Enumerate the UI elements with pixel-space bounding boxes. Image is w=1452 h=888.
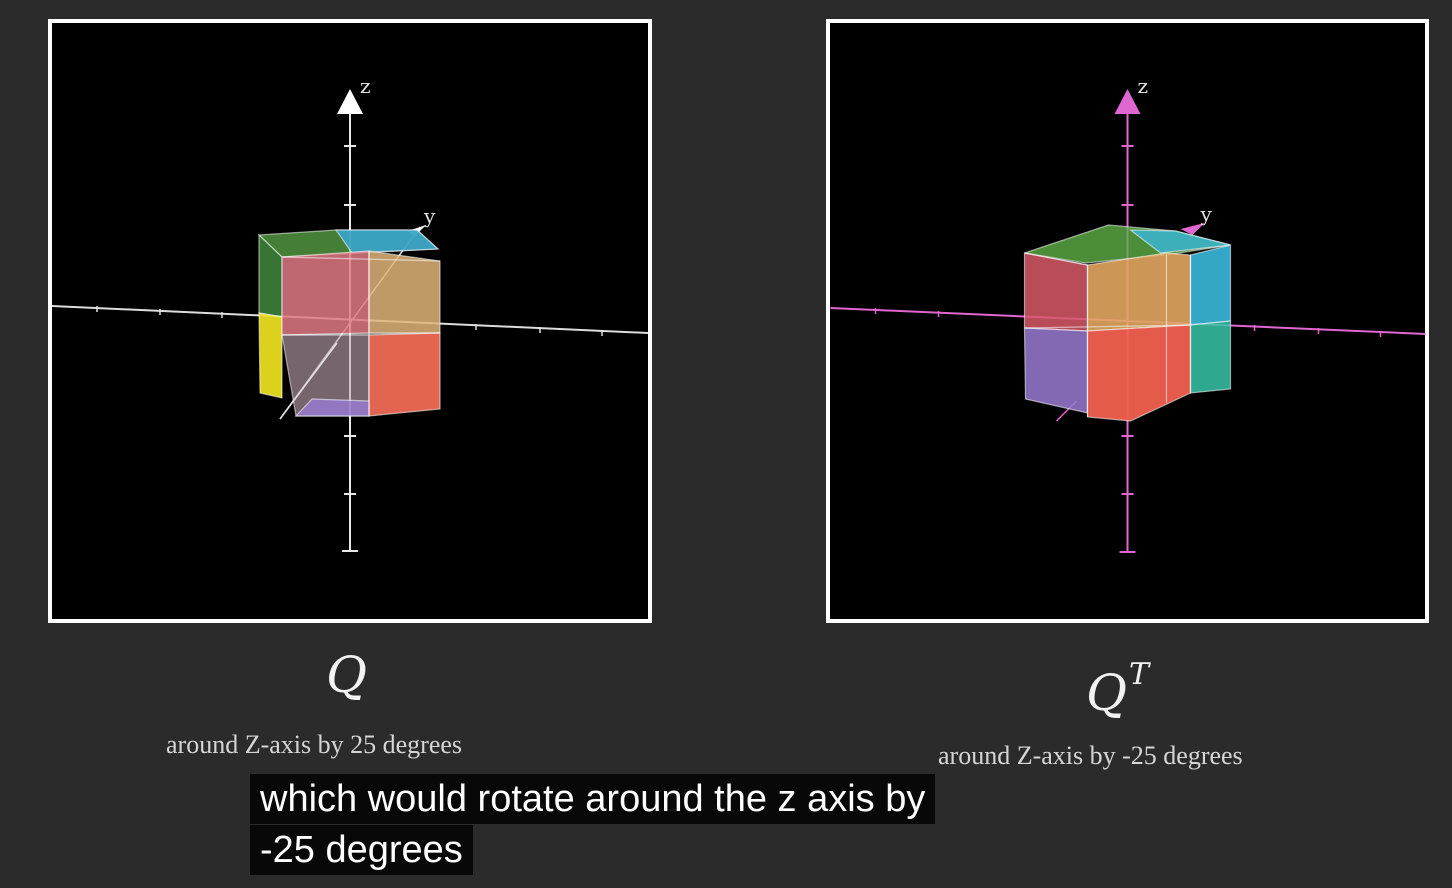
left-caption: around Z-axis by 25 degrees: [166, 730, 463, 759]
z-axis-arrow-icon: [1114, 89, 1141, 114]
z-axis-label: z: [1138, 74, 1149, 98]
subtitle-line-2: -25 degrees: [250, 825, 473, 875]
x-axis-ticks: [874, 308, 1382, 337]
video-subtitles: which would rotate around the z axis by …: [250, 774, 936, 876]
z-axis-ticks: [1119, 145, 1136, 553]
left-math-label: Q: [326, 650, 367, 700]
left-3d-scene: z y: [52, 74, 648, 552]
rubiks-cube: [257, 229, 441, 417]
right-math-symbol: Q: [1086, 664, 1127, 722]
subtitle-line-1: which would rotate around the z axis by: [250, 774, 936, 824]
y-axis-arrow-icon: [1180, 223, 1205, 235]
rubiks-cube: [1023, 224, 1232, 422]
z-axis-label: z: [360, 74, 371, 98]
z-axis-arrow-icon: [337, 89, 363, 114]
left-visualization-panel: z y: [48, 19, 652, 623]
left-math-symbol: Q: [326, 646, 367, 704]
y-axis-front-line: [279, 342, 338, 420]
right-math-label: QT: [1086, 657, 1150, 719]
right-caption: around Z-axis by -25 degrees: [938, 741, 1243, 770]
x-axis-ticks: [96, 306, 603, 336]
right-visualization-panel: z y: [826, 19, 1429, 623]
z-axis-ticks: [342, 145, 358, 552]
y-axis-label: y: [423, 204, 436, 228]
transpose-superscript: T: [1129, 657, 1150, 692]
right-3d-scene: z y: [830, 74, 1426, 553]
y-axis-label: y: [1200, 202, 1213, 226]
